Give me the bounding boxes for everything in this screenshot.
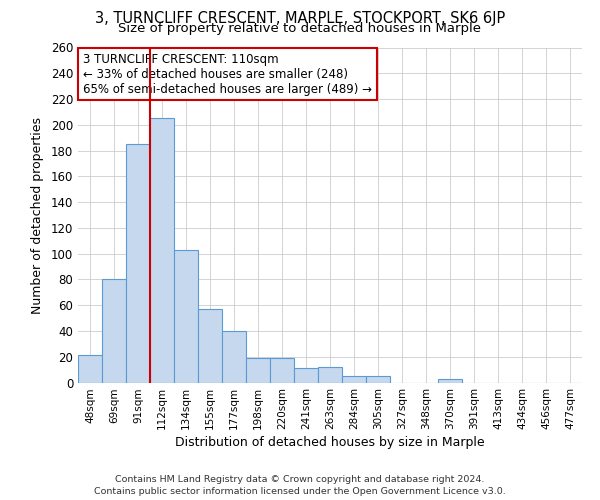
Bar: [366, 376, 390, 382]
Y-axis label: Number of detached properties: Number of detached properties: [31, 116, 44, 314]
Bar: [294, 368, 318, 382]
Bar: [318, 367, 342, 382]
Text: Contains HM Land Registry data © Crown copyright and database right 2024.
Contai: Contains HM Land Registry data © Crown c…: [94, 474, 506, 496]
Text: Size of property relative to detached houses in Marple: Size of property relative to detached ho…: [119, 22, 482, 35]
Bar: [126, 144, 150, 382]
Text: 3 TURNCLIFF CRESCENT: 110sqm
← 33% of detached houses are smaller (248)
65% of s: 3 TURNCLIFF CRESCENT: 110sqm ← 33% of de…: [83, 52, 372, 96]
Bar: [438, 378, 462, 382]
Bar: [270, 358, 294, 382]
Bar: [150, 118, 174, 382]
Bar: [246, 358, 270, 382]
X-axis label: Distribution of detached houses by size in Marple: Distribution of detached houses by size …: [175, 436, 485, 450]
Bar: [198, 309, 222, 382]
Bar: [342, 376, 366, 382]
Bar: [102, 280, 126, 382]
Bar: [78, 356, 102, 382]
Text: 3, TURNCLIFF CRESCENT, MARPLE, STOCKPORT, SK6 6JP: 3, TURNCLIFF CRESCENT, MARPLE, STOCKPORT…: [95, 11, 505, 26]
Bar: [174, 250, 198, 382]
Bar: [222, 331, 246, 382]
